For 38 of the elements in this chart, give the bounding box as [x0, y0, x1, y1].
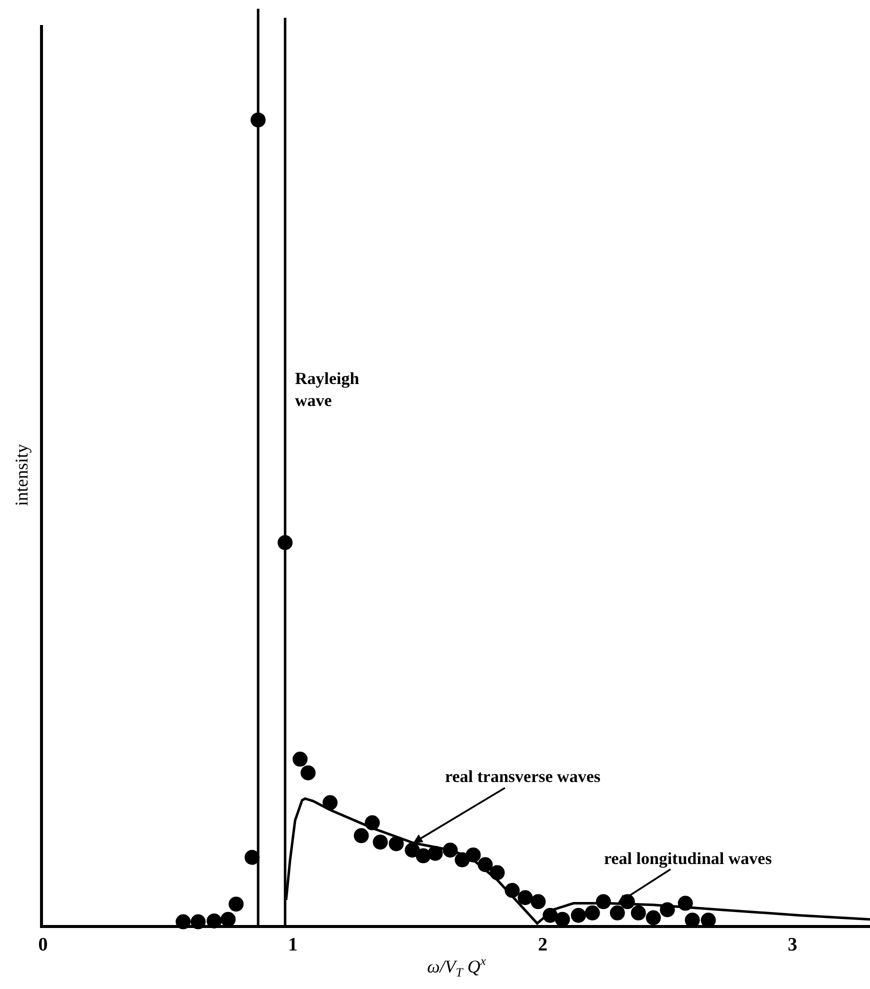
point [504, 882, 520, 898]
point [478, 857, 493, 872]
x-tick-label: 2 [538, 934, 548, 956]
point [300, 765, 316, 780]
point [388, 836, 404, 852]
y-axis-title: intensity [11, 444, 32, 506]
x-tick-label: 0 [38, 934, 48, 956]
point [220, 912, 236, 927]
ref-line-label: Rayleigh wave [295, 369, 360, 410]
point [322, 795, 338, 810]
point [416, 848, 431, 864]
point [554, 912, 570, 927]
point [518, 890, 533, 906]
point [630, 905, 646, 920]
point [442, 842, 458, 858]
point [596, 894, 611, 910]
x-axis-title: ω/V$_{T}$ Q$^{x}$ [427, 954, 486, 980]
x-tick-label: 3 [788, 934, 798, 956]
point [372, 834, 388, 850]
annotation: real transverse waves [445, 767, 601, 786]
point [428, 846, 443, 861]
point [584, 905, 600, 920]
point [292, 752, 308, 767]
point [490, 865, 505, 880]
x-tick-label: 1 [288, 934, 298, 956]
point [354, 828, 369, 844]
point [530, 894, 546, 910]
point [678, 896, 693, 911]
point [660, 902, 675, 918]
point [228, 896, 244, 912]
point [364, 815, 380, 830]
point [466, 847, 481, 862]
point [646, 910, 661, 926]
point [404, 842, 420, 858]
annotation: real longitudinal waves [604, 849, 772, 868]
point [610, 905, 625, 920]
point [570, 908, 586, 923]
point [542, 908, 558, 923]
